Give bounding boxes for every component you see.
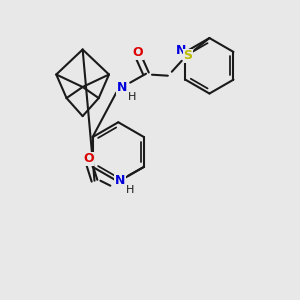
Text: H: H xyxy=(126,184,134,195)
Text: H: H xyxy=(128,92,136,101)
Text: O: O xyxy=(83,152,94,165)
Text: S: S xyxy=(183,50,192,62)
Text: O: O xyxy=(133,46,143,59)
Text: N: N xyxy=(117,81,128,94)
Text: N: N xyxy=(176,44,187,57)
Text: N: N xyxy=(115,174,125,187)
